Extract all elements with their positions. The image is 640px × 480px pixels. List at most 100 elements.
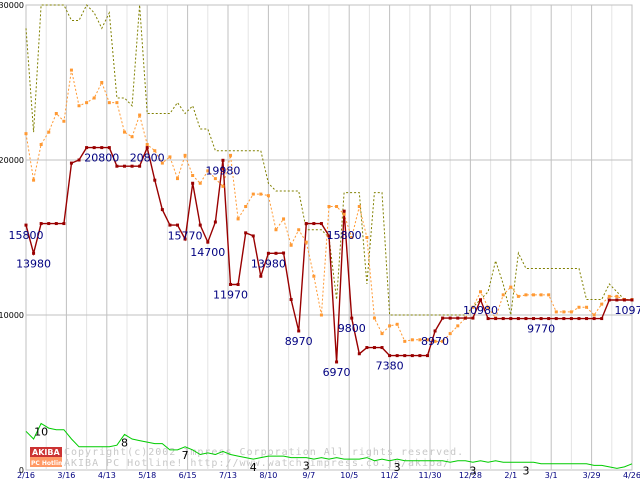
point-min: [122, 164, 126, 168]
x-tick-label: 8/10: [259, 471, 277, 480]
price-label: 9770: [527, 323, 555, 336]
point-avg: [479, 290, 482, 294]
point-min: [395, 354, 399, 358]
point-min: [547, 317, 551, 321]
point-min: [365, 346, 369, 350]
point-avg: [92, 96, 96, 100]
point-avg: [433, 339, 437, 343]
price-label: 20800: [130, 152, 165, 165]
point-avg: [585, 305, 589, 309]
point-avg: [607, 294, 611, 298]
point-avg: [448, 332, 452, 336]
point-avg: [54, 112, 58, 115]
series-markers: [24, 68, 634, 364]
point-min: [168, 223, 172, 227]
point-avg: [569, 310, 573, 314]
x-tick-label: 4/13: [98, 471, 116, 480]
point-min: [32, 251, 36, 255]
point-min: [418, 354, 422, 358]
point-min: [463, 316, 467, 320]
x-tick-label: 7/13: [219, 471, 237, 480]
point-avg: [282, 217, 286, 221]
point-min: [501, 317, 505, 321]
watermark-line-2: AKIBA PC Hotline! http://www.watch.impre…: [64, 458, 450, 469]
point-avg: [388, 324, 392, 328]
point-avg: [274, 228, 278, 232]
point-avg: [77, 104, 81, 108]
point-avg: [236, 217, 240, 221]
x-tick-label: 11/30: [418, 471, 441, 480]
point-avg: [213, 177, 217, 181]
point-min: [516, 317, 520, 321]
point-min: [198, 223, 202, 227]
x-tick-label: 3/29: [583, 471, 601, 480]
point-avg: [85, 101, 89, 105]
count-label: 3: [469, 464, 476, 477]
point-avg: [69, 68, 73, 72]
price-label: 11970: [213, 288, 248, 301]
point-min: [410, 354, 414, 358]
point-avg: [335, 205, 339, 208]
count-label: 3: [394, 461, 401, 474]
point-avg: [539, 293, 543, 297]
x-tick-label: 5/18: [138, 471, 156, 480]
copyright-watermark: Copyright(c)2002 Impress Corporation All…: [64, 447, 463, 469]
point-min: [380, 346, 384, 350]
count-label: 3: [522, 464, 529, 477]
point-avg: [168, 155, 172, 159]
price-label: 15800: [327, 229, 362, 242]
point-avg: [259, 192, 263, 196]
x-tick-label: 2/1: [504, 471, 517, 480]
point-min: [388, 354, 392, 358]
price-label: 13980: [251, 257, 286, 270]
price-label: 8970: [421, 335, 449, 348]
point-min: [100, 146, 104, 150]
price-label: 14700: [190, 246, 225, 259]
point-avg: [39, 143, 43, 146]
point-avg: [501, 293, 505, 297]
point-min: [456, 316, 460, 320]
point-avg: [342, 212, 346, 216]
count-label: 4: [250, 461, 257, 474]
point-min: [304, 222, 308, 226]
point-min: [221, 158, 225, 162]
point-min: [47, 222, 51, 226]
point-min: [425, 354, 429, 358]
x-tick-label: 4/26: [623, 471, 640, 480]
point-min: [357, 352, 361, 356]
x-tick-label: 10/5: [340, 471, 358, 480]
point-min: [524, 317, 528, 321]
point-min: [297, 329, 301, 333]
point-min: [54, 222, 58, 226]
point-min: [372, 346, 376, 350]
count-label: 3: [303, 460, 310, 473]
point-avg: [138, 113, 142, 117]
point-min: [630, 298, 634, 302]
point-min: [350, 316, 354, 320]
price-label: 9800: [338, 322, 366, 335]
point-min: [77, 158, 81, 162]
grid-lines: [25, 4, 633, 471]
point-avg: [577, 305, 581, 309]
point-avg: [221, 184, 225, 188]
series-line-count: [25, 422, 633, 469]
point-min: [607, 298, 611, 302]
point-min: [335, 360, 339, 364]
point-min: [486, 317, 490, 321]
point-min: [509, 317, 513, 321]
price-data-labels: 15800 13980 20800 20800 15770 14700 19980 11970…: [9, 152, 640, 379]
point-avg: [410, 338, 414, 342]
point-avg: [372, 316, 376, 320]
count-label: 8: [121, 436, 128, 449]
point-min: [448, 316, 452, 320]
point-avg: [456, 324, 460, 328]
point-avg: [562, 310, 566, 314]
point-avg: [115, 101, 119, 105]
point-min: [615, 298, 619, 302]
point-min: [130, 164, 134, 168]
point-min: [494, 317, 498, 321]
point-min: [539, 317, 543, 321]
logo-top-text: AKIBA: [32, 448, 60, 457]
point-avg: [107, 101, 111, 105]
